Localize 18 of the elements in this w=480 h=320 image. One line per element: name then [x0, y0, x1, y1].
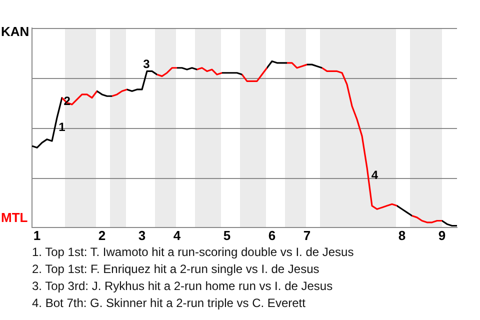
text: 2. Top 1st: F. Enriquez hit a 2-run single vs I. de Jesus	[32, 261, 320, 278]
x-tick-label: 9	[438, 228, 446, 243]
text: KAN	[1, 24, 30, 39]
x-tick-label: 1	[33, 228, 41, 243]
x-tick-label: 4	[173, 228, 182, 243]
text: 3. Top 3rd: J. Rykhus hit a 2-run home run vs I. de Jesus	[32, 278, 334, 295]
text: 1. Top 1st: T. Iwamoto hit a run-scoring double vs I. de Jesus	[32, 244, 354, 261]
x-tick-label: 2	[98, 228, 106, 243]
x-tick-label: 5	[223, 228, 231, 243]
annotation: 1	[58, 120, 66, 134]
x-tick-label: 3	[138, 228, 146, 243]
annotation: 4	[371, 168, 378, 182]
text: 4. Bot 7th: G. Skinner hit a 2-run triple vs C. Everett	[32, 295, 306, 312]
x-tick-label: 6	[268, 228, 276, 243]
x-tick-label: 7	[303, 228, 311, 243]
x-tick-label: 8	[398, 228, 406, 243]
text: MTL	[1, 210, 28, 226]
annotation: 3	[143, 57, 150, 72]
